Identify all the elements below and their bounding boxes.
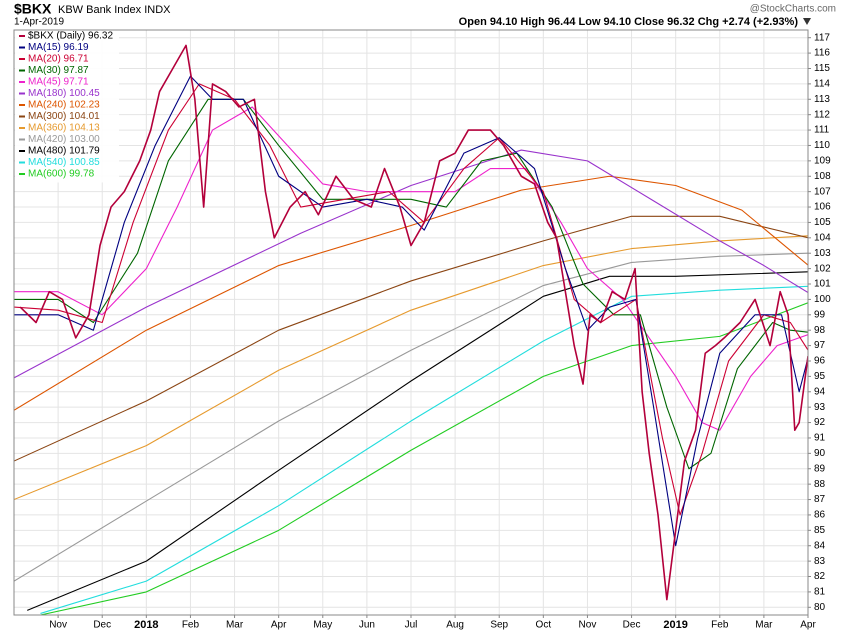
x-tick-label: Aug	[446, 620, 464, 631]
legend-label: MA(45) 97.71	[28, 77, 89, 88]
y-tick-label: 93	[814, 402, 826, 413]
ma-line	[14, 83, 808, 516]
ma-line	[14, 215, 808, 462]
ma-line	[14, 175, 808, 411]
y-tick-label: 95	[814, 371, 826, 382]
y-tick-label: 99	[814, 309, 826, 320]
y-tick-label: 109	[814, 155, 831, 166]
x-tick-label: Dec	[623, 620, 641, 631]
legend-label: MA(360) 104.13	[28, 123, 100, 134]
x-tick-label: Sep	[490, 620, 508, 631]
y-tick-label: 83	[814, 556, 826, 567]
x-tick-label: Feb	[182, 620, 200, 631]
plot	[14, 44, 808, 615]
y-tick-label: 114	[814, 79, 830, 90]
grid	[14, 30, 809, 615]
y-tick-label: 94	[814, 386, 826, 397]
x-tick-label: Dec	[93, 620, 111, 631]
chart-title: $BKX	[14, 1, 52, 17]
legend-label: MA(540) 100.85	[28, 157, 100, 168]
y-tick-label: 87	[814, 494, 826, 505]
y-tick-label: 92	[814, 417, 826, 428]
y-tick-label: 100	[814, 294, 831, 305]
y-tick-label: 102	[814, 263, 831, 274]
legend-label: MA(300) 104.01	[28, 111, 100, 122]
x-tick-label: 2018	[134, 619, 158, 631]
y-tick-label: 106	[814, 202, 831, 213]
y-tick-label: 90	[814, 448, 826, 459]
y-tick-label: 91	[814, 433, 826, 444]
y-tick-label: 81	[814, 587, 826, 598]
y-tick-label: 82	[814, 571, 826, 582]
source: @StockCharts.com	[750, 4, 836, 15]
y-tick-label: 85	[814, 525, 826, 536]
y-tick-label: 101	[814, 279, 831, 290]
y-tick-label: 113	[814, 94, 830, 105]
ma-line	[14, 149, 808, 379]
legend-label: MA(480) 101.79	[28, 146, 100, 157]
y-tick-label: 107	[814, 186, 831, 197]
ma-line	[14, 98, 808, 470]
legend-label: MA(15) 96.19	[28, 42, 89, 53]
legend-label: MA(240) 102.23	[28, 100, 100, 111]
date-label: 1-Apr-2019	[14, 17, 64, 28]
legend-label: $BKX (Daily) 96.32	[28, 31, 113, 42]
axes: 80 81 82 83 84 85 86 87 88 89 90 91 92 93 94 95 96 97 98 99…	[49, 32, 831, 631]
ma-line	[40, 302, 808, 615]
legend-label: MA(30) 97.87	[28, 65, 89, 76]
x-tick-label: Mar	[226, 620, 244, 631]
x-tick-label: Jun	[359, 620, 375, 631]
x-tick-label: 2019	[663, 619, 687, 631]
y-tick-label: 88	[814, 479, 826, 490]
y-tick-label: 103	[814, 248, 831, 259]
y-tick-label: 111	[814, 125, 830, 136]
chart-subtitle: KBW Bank Index INDX	[58, 4, 171, 16]
ma-line	[14, 75, 808, 547]
y-tick-label: 104	[814, 232, 831, 243]
quote: Open 94.10 High 96.44 Low 94.10 Close 96…	[459, 16, 799, 28]
x-tick-label: Nov	[579, 620, 597, 631]
y-tick-label: 112	[814, 109, 830, 120]
legend-label: MA(20) 96.71	[28, 54, 89, 65]
y-tick-label: 97	[814, 340, 826, 351]
y-tick-label: 98	[814, 325, 826, 336]
x-tick-label: Mar	[755, 620, 773, 631]
ma-line	[40, 285, 808, 614]
y-tick-label: 86	[814, 510, 826, 521]
menu-arrow	[803, 18, 811, 25]
y-tick-label: 80	[814, 602, 826, 613]
y-tick-label: 117	[814, 32, 830, 43]
y-tick-label: 116	[814, 48, 830, 59]
x-tick-label: Oct	[536, 620, 552, 631]
legend-label: MA(420) 103.00	[28, 134, 100, 145]
y-tick-label: 84	[814, 540, 826, 551]
legend-label: MA(600) 99.78	[28, 169, 95, 180]
y-tick-label: 89	[814, 463, 826, 474]
x-tick-label: May	[313, 620, 332, 631]
y-tick-label: 110	[814, 140, 830, 151]
legend-label: MA(180) 100.45	[28, 88, 100, 99]
y-tick-label: 105	[814, 217, 831, 228]
ma-line	[14, 106, 808, 431]
x-tick-label: Apr	[800, 620, 816, 631]
y-tick-label: 115	[814, 63, 830, 74]
y-tick-label: 96	[814, 356, 826, 367]
price-line	[19, 44, 808, 601]
x-tick-label: Jul	[405, 620, 418, 631]
legend-box	[15, 31, 119, 183]
ma-line	[14, 252, 808, 582]
ma-line	[14, 235, 808, 501]
x-tick-label: Nov	[49, 620, 67, 631]
ma-line	[27, 271, 808, 611]
y-tick-label: 108	[814, 171, 831, 182]
x-tick-label: Feb	[711, 620, 729, 631]
x-tick-label: Apr	[271, 620, 287, 631]
